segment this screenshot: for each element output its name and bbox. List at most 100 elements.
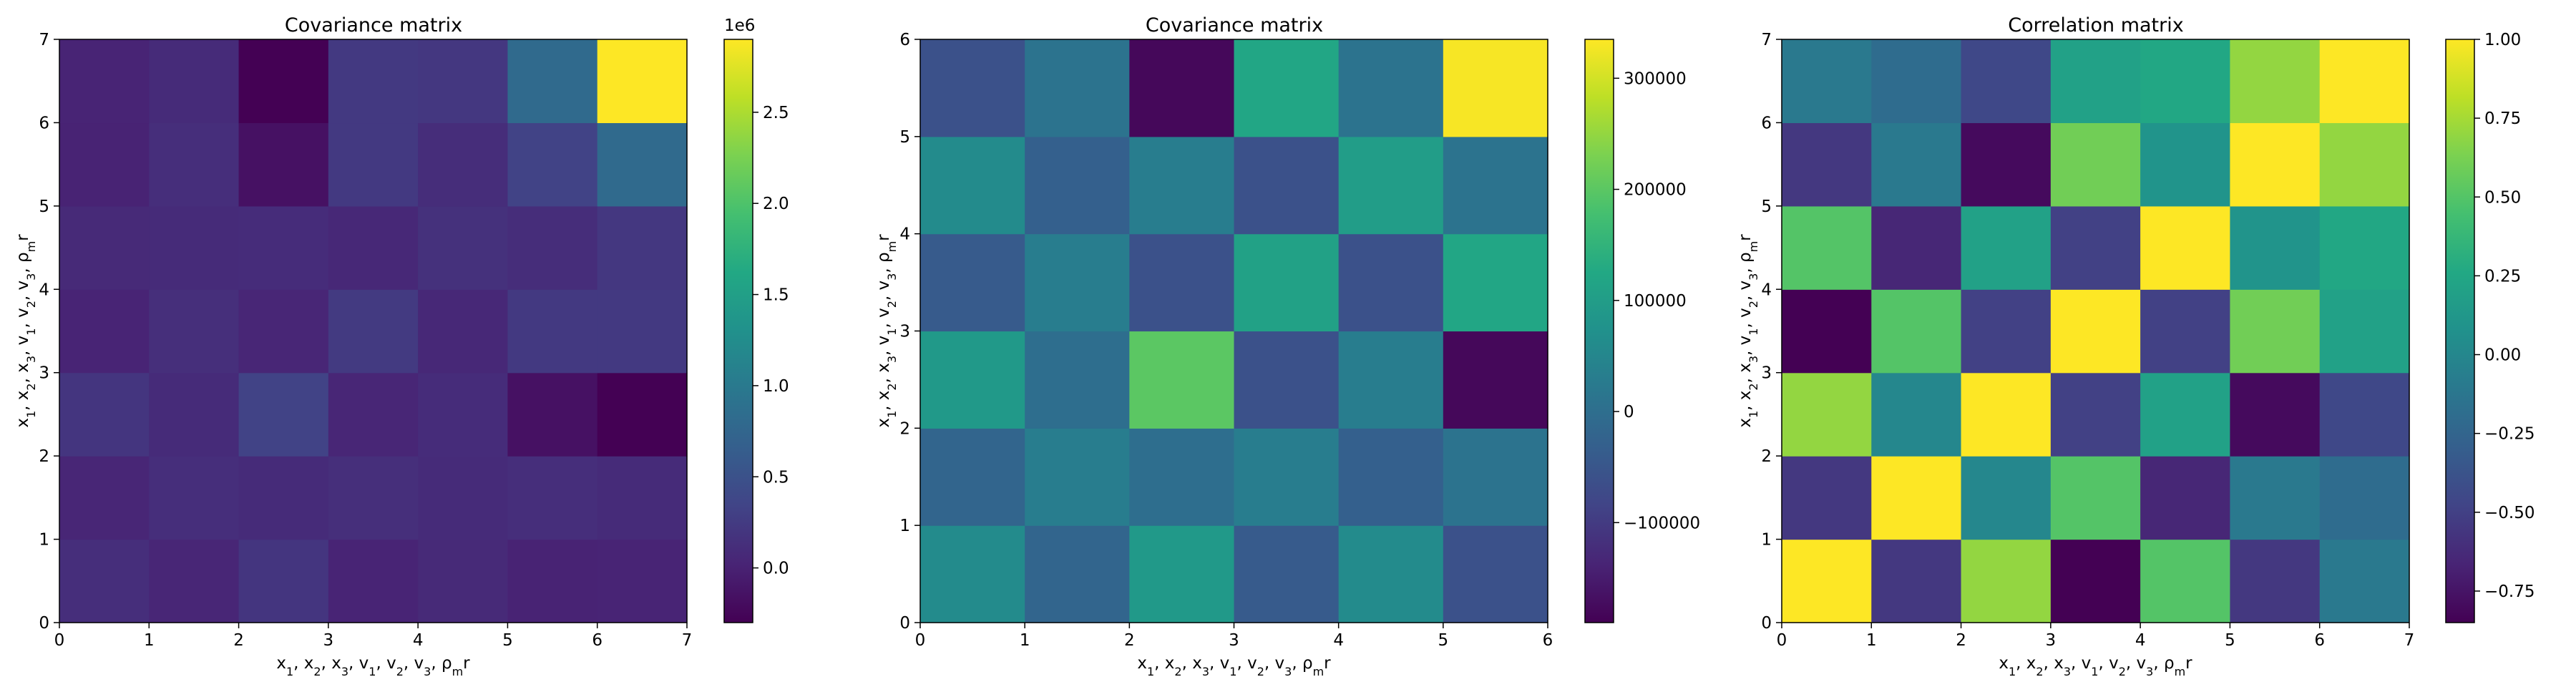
heatmap-cell <box>920 233 1025 332</box>
heatmap-cell <box>2319 539 2410 623</box>
x-tick-label: 1 <box>144 631 155 650</box>
heatmap-cell <box>1025 39 1130 137</box>
x-tick-label: 7 <box>2404 631 2415 650</box>
x-tick-label: 4 <box>413 631 424 650</box>
heatmap-cell <box>1234 428 1340 526</box>
y-tick-label: 6 <box>899 31 910 49</box>
y-tick-label: 0 <box>39 614 49 633</box>
heatmap-cell <box>2050 39 2141 124</box>
heatmap-cell <box>59 122 150 207</box>
chart-title: Correlation matrix <box>2008 14 2184 36</box>
x-tick-label: 1 <box>1020 631 1030 650</box>
x-tick-label: 6 <box>2314 631 2325 650</box>
y-tick-label: 4 <box>899 225 910 244</box>
colorbar-tick-label: −0.25 <box>2484 425 2534 444</box>
heatmap-cell <box>1234 233 1340 332</box>
heatmap-cell <box>149 456 240 540</box>
y-axis-ticks: 0 1 2 3 4 5 6 7 <box>39 31 59 633</box>
x-axis-label: x1, x2, x3, v1, v2, v3, ρmr <box>1137 654 1331 678</box>
heatmap-cell <box>328 456 419 540</box>
colorbar-tick-label: 2.5 <box>763 104 789 122</box>
heatmap-cell <box>1338 331 1444 429</box>
heatmap-cell <box>2230 205 2321 290</box>
heatmap-cells <box>920 39 1548 623</box>
heatmap-cell <box>1961 289 2051 374</box>
x-tick-label: 6 <box>592 631 602 650</box>
heatmap-cell <box>1443 428 1548 526</box>
heatmap-cell <box>2319 39 2410 124</box>
heatmap-cell <box>507 289 598 374</box>
heatmap-cell <box>920 525 1025 623</box>
heatmap-cell <box>1025 233 1130 332</box>
colorbar-tick-label: 0.50 <box>2484 188 2521 207</box>
colorbar: −100000 0 100000 200000 300000 <box>1584 39 1700 623</box>
y-axis-ticks: 0 1 2 3 4 5 6 7 <box>1761 31 1782 633</box>
heatmap-cell <box>238 372 329 457</box>
heatmap-cell <box>1338 233 1444 332</box>
colorbar-tick-label: 300000 <box>1624 69 1687 88</box>
heatmap-cell <box>597 205 688 290</box>
heatmap-cell <box>328 372 419 457</box>
heatmap-cell <box>1338 428 1444 526</box>
plot-frame <box>59 39 688 623</box>
heatmap-cell <box>1782 289 1872 374</box>
heatmap-cell <box>2140 289 2231 374</box>
colorbar-tick-label: 0.0 <box>763 560 789 578</box>
heatmap-cell <box>418 539 509 623</box>
y-tick-label: 1 <box>899 517 910 535</box>
y-tick-label: 5 <box>1761 198 1772 216</box>
colorbar-tick-label: −100000 <box>1624 514 1700 532</box>
y-tick-label: 7 <box>39 31 49 49</box>
colorbar: −0.75 −0.50 −0.25 0.00 0.25 0.50 0.75 1.00 <box>2445 31 2534 623</box>
colorbar-gradient <box>1585 39 1614 623</box>
heatmap-cell <box>1338 39 1444 137</box>
heatmap-cell <box>1782 122 1872 207</box>
heatmap-cell <box>1234 331 1340 429</box>
heatmap-cell <box>1871 289 1962 374</box>
heatmap-cell <box>1234 136 1340 235</box>
heatmap-cell <box>1961 122 2051 207</box>
colorbar-gradient <box>2446 39 2474 623</box>
heatmap-cell <box>149 205 240 290</box>
x-tick-label: 1 <box>1866 631 1877 650</box>
heatmap-cell <box>2230 539 2321 623</box>
heatmap-cell <box>1782 456 1872 540</box>
heatmap-cell <box>1443 39 1548 137</box>
colorbar-frame <box>1584 39 1614 623</box>
heatmap-cell <box>1871 456 1962 540</box>
heatmap-cell <box>418 122 509 207</box>
heatmap-cell <box>149 122 240 207</box>
colorbar-frame <box>2445 39 2475 623</box>
colorbar-tick-label: 100000 <box>1624 292 1687 311</box>
y-tick-label: 7 <box>1761 31 1772 49</box>
heatmap-cells <box>1782 39 2410 623</box>
x-tick-label: 4 <box>1333 631 1344 650</box>
x-tick-label: 7 <box>682 631 693 650</box>
heatmap-cell <box>1443 136 1548 235</box>
heatmap-cell <box>1129 525 1235 623</box>
x-axis-label: x1, x2, x3, v1, v2, v3, ρmr <box>276 654 470 678</box>
y-axis-label: x1, x2, x3, v1, v2, v3, ρmr <box>874 234 899 428</box>
x-axis-label: x1, x2, x3, v1, v2, v3, ρmr <box>1999 654 2192 678</box>
heatmap-cell <box>597 122 688 207</box>
heatmap-cell <box>1443 331 1548 429</box>
colorbar-tick-label: 0.75 <box>2484 109 2521 128</box>
y-tick-label: 2 <box>899 419 910 438</box>
heatmap-cell <box>418 205 509 290</box>
heatmap-cell <box>418 39 509 124</box>
heatmap-cell <box>1025 136 1130 235</box>
heatmap-cell <box>1129 136 1235 235</box>
heatmap-cell <box>328 289 419 374</box>
x-tick-label: 3 <box>1229 631 1239 650</box>
heatmap-cell <box>59 39 150 124</box>
x-tick-label: 3 <box>2046 631 2057 650</box>
heatmap-cell <box>2050 205 2141 290</box>
heatmap-cell <box>597 539 688 623</box>
heatmap-cell <box>920 428 1025 526</box>
heatmap-cell <box>1961 39 2051 124</box>
heatmap-cell <box>328 539 419 623</box>
heatmap-cell <box>59 456 150 540</box>
heatmap-cell <box>2319 122 2410 207</box>
heatmap-cell <box>1782 205 1872 290</box>
covariance-panel-1: Covariance matrix 0 1 2 3 4 5 6 7 0 1 2 3 4 5 6 7 x1, … <box>14 14 789 678</box>
